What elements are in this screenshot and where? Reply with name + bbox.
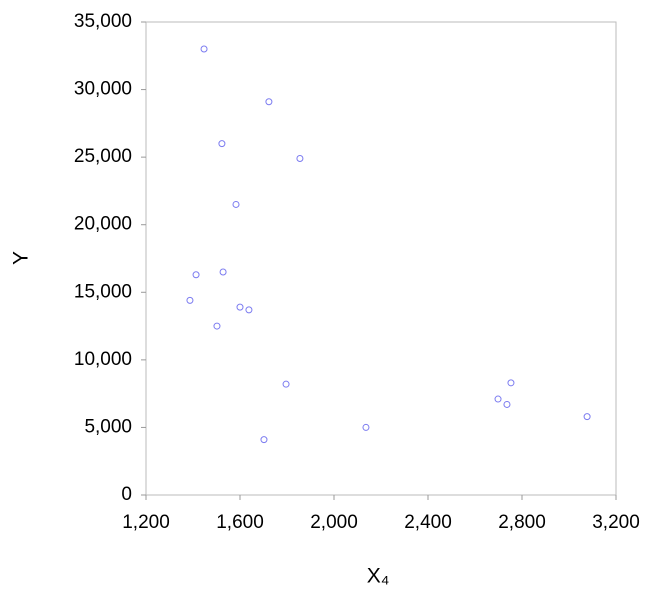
y-tick-label: 5,000 bbox=[84, 416, 132, 437]
y-axis-label: Y bbox=[10, 251, 33, 265]
x-tick-label: 1,600 bbox=[216, 512, 264, 533]
x-tick-label: 3,200 bbox=[592, 512, 640, 533]
x-axis-label: X₄ bbox=[367, 565, 390, 588]
y-tick-label: 20,000 bbox=[74, 214, 132, 235]
point bbox=[507, 379, 515, 387]
y-tick-label: 0 bbox=[121, 484, 132, 505]
point bbox=[362, 423, 370, 431]
point bbox=[218, 140, 226, 148]
x-tick-label: 2,800 bbox=[498, 512, 546, 533]
y-tick-label: 35,000 bbox=[74, 11, 132, 32]
point bbox=[265, 98, 273, 106]
point bbox=[186, 296, 194, 304]
point bbox=[192, 271, 200, 279]
point bbox=[236, 303, 244, 311]
y-tick-label: 30,000 bbox=[74, 79, 132, 100]
point bbox=[219, 268, 227, 276]
y-tick-label: 25,000 bbox=[74, 146, 132, 167]
point bbox=[200, 45, 208, 53]
point bbox=[494, 395, 502, 403]
y-tick-label: 15,000 bbox=[74, 281, 132, 302]
point bbox=[583, 413, 591, 421]
x-tick-label: 2,400 bbox=[404, 512, 452, 533]
x-tick-label: 1,200 bbox=[122, 512, 170, 533]
point bbox=[296, 154, 304, 162]
point bbox=[232, 200, 240, 208]
plot-frame bbox=[145, 21, 617, 496]
point bbox=[503, 400, 511, 408]
point bbox=[245, 306, 253, 314]
x-tick-label: 2,000 bbox=[310, 512, 358, 533]
point bbox=[260, 436, 268, 444]
y-tick-label: 10,000 bbox=[74, 349, 132, 370]
point bbox=[282, 380, 290, 388]
point bbox=[213, 322, 221, 330]
